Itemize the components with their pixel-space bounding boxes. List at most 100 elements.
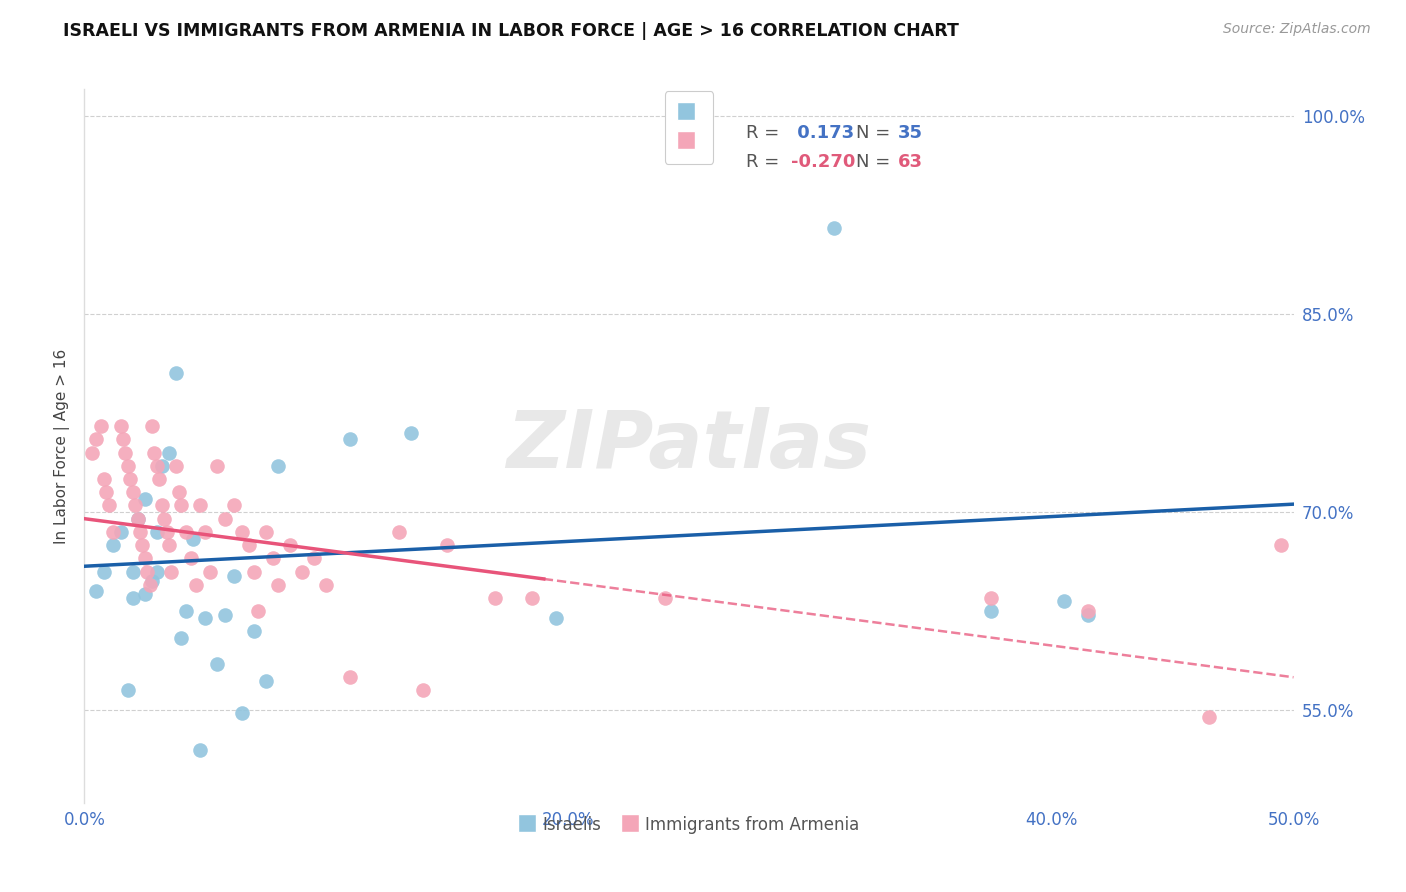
Legend: Israelis, Immigrants from Armenia: Israelis, Immigrants from Armenia: [512, 809, 866, 841]
Text: 35: 35: [898, 124, 924, 143]
Point: [1198, 710, 1220, 724]
Point: [388, 524, 411, 539]
Point: [86, 433, 108, 447]
Point: [97, 499, 120, 513]
Point: [267, 578, 290, 592]
Point: [214, 608, 236, 623]
Point: [224, 499, 246, 513]
Point: [207, 657, 229, 671]
Point: [278, 538, 301, 552]
Point: [823, 221, 845, 235]
Point: [86, 584, 108, 599]
Point: [90, 419, 112, 434]
Point: [134, 551, 156, 566]
Point: [190, 499, 212, 513]
Point: [1053, 593, 1076, 607]
Point: [155, 524, 177, 539]
Point: [254, 674, 277, 689]
Point: [150, 458, 173, 473]
Point: [242, 624, 264, 638]
Point: [520, 591, 543, 605]
Point: [214, 511, 236, 525]
Point: [114, 445, 136, 459]
Point: [148, 472, 170, 486]
Point: [124, 499, 146, 513]
Point: [121, 591, 143, 605]
Point: [112, 433, 135, 447]
Point: [174, 524, 197, 539]
Point: [146, 565, 169, 579]
Text: N =: N =: [856, 153, 896, 170]
Point: [339, 433, 361, 447]
Point: [291, 565, 314, 579]
Point: [167, 485, 190, 500]
Point: [184, 578, 207, 592]
Text: ZIPatlas: ZIPatlas: [506, 407, 872, 485]
Point: [127, 511, 149, 525]
Point: [120, 472, 142, 486]
Point: [134, 491, 156, 506]
Point: [198, 565, 221, 579]
Point: [150, 499, 173, 513]
Text: R =: R =: [747, 124, 785, 143]
Point: [134, 587, 156, 601]
Point: [231, 706, 253, 720]
Point: [436, 538, 458, 552]
Point: [80, 445, 103, 459]
Point: [262, 551, 284, 566]
Text: ISRAELI VS IMMIGRANTS FROM ARMENIA IN LABOR FORCE | AGE > 16 CORRELATION CHART: ISRAELI VS IMMIGRANTS FROM ARMENIA IN LA…: [63, 22, 959, 40]
Point: [247, 604, 270, 618]
Point: [170, 499, 193, 513]
Point: [117, 683, 139, 698]
Point: [121, 485, 143, 500]
Point: [141, 574, 163, 588]
Point: [238, 538, 260, 552]
Point: [129, 524, 152, 539]
Point: [146, 524, 169, 539]
Point: [157, 538, 180, 552]
Point: [160, 565, 183, 579]
Point: [165, 367, 187, 381]
Point: [117, 458, 139, 473]
Point: [224, 568, 246, 582]
Point: [194, 611, 217, 625]
Point: [302, 551, 325, 566]
Point: [165, 458, 187, 473]
Point: [1077, 608, 1099, 623]
Point: [103, 524, 125, 539]
Point: [93, 472, 115, 486]
Point: [141, 419, 163, 434]
Point: [170, 631, 193, 645]
Point: [153, 511, 176, 525]
Point: [544, 611, 567, 625]
Y-axis label: In Labor Force | Age > 16: In Labor Force | Age > 16: [55, 349, 70, 543]
Point: [980, 591, 1002, 605]
Point: [190, 743, 212, 757]
Point: [121, 565, 143, 579]
Point: [339, 670, 361, 684]
Point: [1270, 538, 1292, 552]
Point: [94, 485, 117, 500]
Text: -0.270: -0.270: [792, 153, 856, 170]
Point: [399, 425, 422, 440]
Point: [254, 524, 277, 539]
Text: Source: ZipAtlas.com: Source: ZipAtlas.com: [1223, 22, 1371, 37]
Point: [412, 683, 434, 698]
Point: [146, 458, 169, 473]
Point: [93, 565, 115, 579]
Point: [110, 419, 132, 434]
Text: N =: N =: [856, 124, 896, 143]
Point: [181, 532, 204, 546]
Text: 63: 63: [898, 153, 924, 170]
Point: [207, 458, 229, 473]
Point: [654, 591, 676, 605]
Point: [231, 524, 253, 539]
Point: [143, 445, 166, 459]
Point: [980, 604, 1002, 618]
Point: [138, 578, 160, 592]
Point: [136, 565, 159, 579]
Point: [174, 604, 197, 618]
Point: [103, 538, 125, 552]
Text: R =: R =: [747, 153, 785, 170]
Point: [242, 565, 264, 579]
